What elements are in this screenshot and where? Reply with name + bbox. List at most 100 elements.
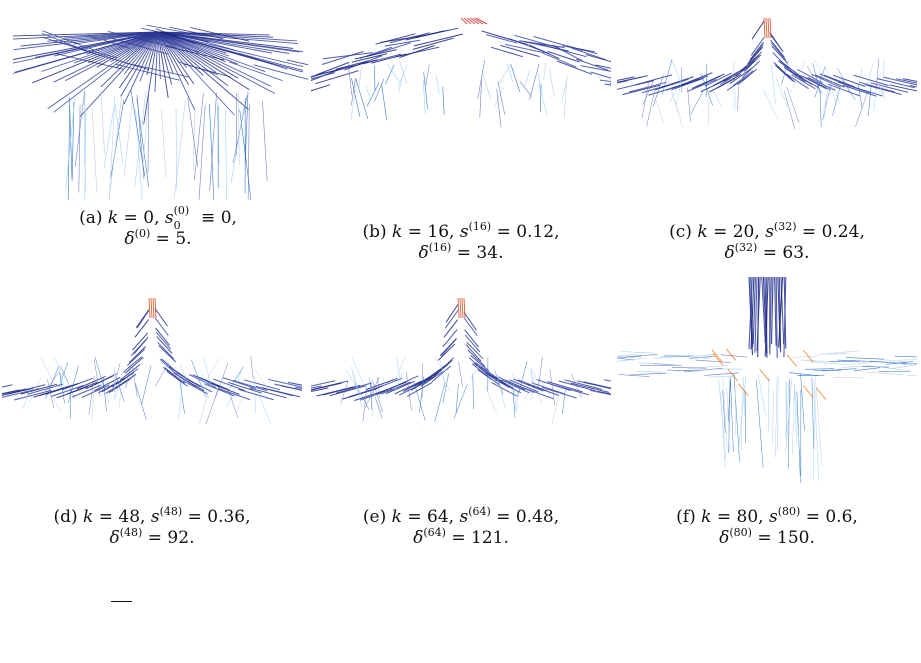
fiber-line [747, 46, 763, 65]
fiber-line [750, 37, 765, 56]
fiber-line [734, 388, 737, 436]
fiber-line [213, 378, 245, 391]
fiber-line [249, 387, 287, 399]
fiber-line [31, 31, 159, 84]
fiber-line [244, 92, 249, 164]
fiber-line [821, 368, 857, 371]
fiber-line [819, 90, 822, 128]
fiber-line [505, 379, 535, 394]
fiber-line [112, 363, 121, 392]
fiber-line [494, 369, 504, 396]
fiber-line [617, 355, 630, 358]
fiber-line [500, 44, 540, 58]
fiber-line [81, 384, 110, 399]
fiber-line [203, 356, 213, 392]
fiber-line [126, 348, 145, 366]
fiber-line [496, 88, 502, 128]
panel-a: (a) k = 0, s (0) 0 ≡ 0, δ(0) = 5. [8, 10, 308, 265]
fiber-line [571, 373, 582, 398]
fiber-line [853, 74, 889, 86]
fiber-line [132, 366, 138, 398]
fiber-line [705, 63, 708, 97]
fiber-line [570, 382, 610, 393]
fiber-line [775, 377, 778, 458]
fiber-line [60, 365, 76, 399]
fiber-line [786, 354, 798, 367]
fiber-line [281, 385, 302, 391]
fiber-line [466, 341, 484, 360]
fiber-line [208, 382, 240, 395]
fiber-line [493, 87, 504, 109]
fiber-line [763, 89, 778, 120]
fiber-line [785, 376, 793, 455]
fiber-line [2, 389, 20, 395]
fiber-line [617, 353, 638, 357]
fiber-line [230, 104, 245, 183]
fiber-line [348, 63, 352, 96]
fiber-line [365, 377, 398, 391]
fiber-line [399, 45, 435, 59]
panel-e: (e) k = 64, s(64) = 0.48, δ(64) = 121. [311, 285, 611, 548]
fiber-line [103, 378, 107, 412]
fiber-line [737, 383, 749, 396]
fiber-line [351, 358, 367, 389]
fiber-line [750, 276, 755, 350]
fiber-line [648, 84, 684, 96]
fiber-line [890, 364, 917, 369]
fiber-line [543, 62, 546, 80]
fiber-line [896, 78, 917, 84]
fiber-line [646, 91, 655, 127]
fiber-line [123, 31, 159, 105]
fiber-line [552, 384, 590, 396]
fiber-line [857, 83, 863, 109]
fiber-line [28, 378, 41, 403]
fiber-line [730, 378, 734, 452]
fiber-line [683, 367, 723, 373]
fiber-line [13, 31, 159, 51]
fiber-line [485, 386, 497, 415]
fiber-line [154, 317, 169, 336]
fiber-line [882, 76, 917, 86]
fiber-line [821, 85, 833, 114]
fiber-line [814, 66, 826, 98]
fiber-line [383, 377, 388, 400]
fiber-line [152, 297, 155, 319]
fiber-line [806, 65, 822, 94]
fiber-line [617, 357, 634, 361]
fiber-line [150, 297, 153, 319]
fiber-line [228, 61, 283, 81]
fiber-line [141, 365, 152, 405]
fiber-line [120, 364, 141, 381]
fiber-line [832, 81, 840, 104]
fiber-line [157, 31, 204, 76]
fiber-line [359, 46, 392, 59]
fiber-line [463, 297, 466, 319]
fiber-line [423, 72, 428, 110]
fiber-line [157, 31, 239, 79]
fiber-line [784, 91, 796, 130]
fiber-line [894, 355, 917, 358]
fiber-line [558, 380, 596, 392]
fiber-line [687, 87, 691, 122]
fiber-line [636, 371, 662, 373]
fiber-line [403, 377, 430, 392]
fiber-line [155, 327, 170, 346]
fiber-line [868, 85, 872, 117]
fiber-line [114, 373, 123, 400]
fiber-line [157, 31, 188, 69]
fiber-line [770, 42, 787, 61]
fiber-line [201, 371, 209, 398]
fiber-line [463, 312, 477, 331]
fiber-line [711, 349, 723, 362]
fiber-line [651, 88, 665, 124]
fiber-line [237, 90, 240, 165]
fiber-line [472, 17, 484, 25]
fiber-line [902, 78, 917, 82]
fiber-line [371, 53, 407, 64]
fiber-line [472, 374, 474, 410]
fiber-line [506, 62, 514, 82]
fiber-line [700, 73, 713, 106]
fiber-line [182, 379, 209, 395]
fiber-line [198, 104, 206, 200]
fiber-line [94, 356, 106, 391]
